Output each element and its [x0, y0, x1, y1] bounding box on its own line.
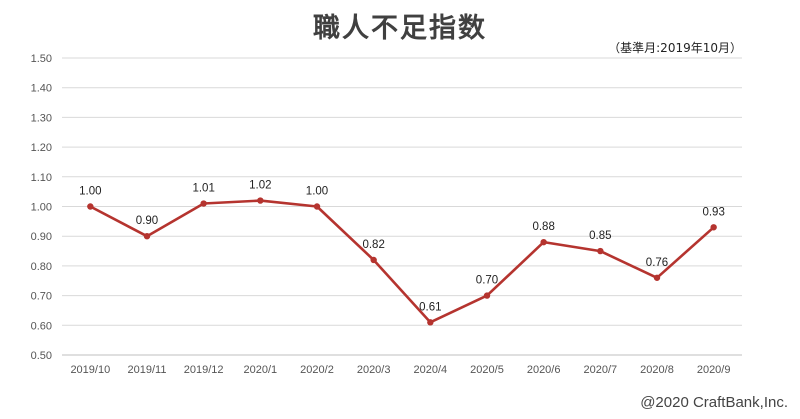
y-tick-label: 0.50 — [31, 350, 52, 362]
data-point — [597, 247, 604, 255]
x-tick-label: 2020/4 — [414, 364, 448, 376]
y-tick-label: 1.30 — [31, 112, 52, 124]
data-point — [143, 233, 151, 240]
data-points — [87, 197, 717, 326]
x-tick-label: 2020/7 — [584, 364, 618, 376]
x-tick-label: 2019/12 — [184, 364, 224, 376]
data-point — [87, 203, 94, 210]
y-tick-label: 1.10 — [31, 172, 52, 184]
data-point — [257, 197, 264, 204]
data-label: 0.82 — [362, 239, 384, 251]
x-tick-label: 2019/10 — [70, 364, 110, 376]
y-axis: 0.50 0.60 0.70 0.80 0.90 1.00 1.10 1.20 1.30 1.40… — [31, 53, 52, 362]
chart-title: 職人不足指数 — [313, 13, 487, 44]
data-label: 0.85 — [589, 230, 611, 242]
y-tick-label: 1.00 — [31, 202, 52, 214]
data-point — [427, 319, 434, 326]
x-tick-label: 2020/2 — [300, 364, 334, 376]
data-point — [483, 292, 491, 299]
x-tick-label: 2020/5 — [470, 364, 504, 376]
data-label: 0.90 — [136, 215, 158, 227]
y-tick-label: 0.70 — [31, 291, 52, 303]
data-label: 1.00 — [79, 186, 101, 198]
y-tick-label: 1.50 — [31, 53, 52, 65]
data-point — [200, 200, 207, 207]
x-tick-label: 2020/9 — [697, 364, 731, 376]
copyright-text: @2020 CraftBank,Inc. — [640, 394, 788, 411]
data-label: 1.00 — [306, 186, 328, 198]
y-tick-label: 1.40 — [31, 83, 52, 95]
data-label: 0.88 — [532, 221, 554, 233]
data-point — [313, 203, 321, 210]
data-label: 0.61 — [419, 301, 441, 313]
data-label: 0.76 — [646, 257, 668, 269]
data-point — [540, 238, 547, 246]
x-tick-label: 2020/6 — [527, 364, 561, 376]
y-tick-label: 0.60 — [31, 320, 52, 332]
y-tick-label: 1.20 — [31, 142, 52, 154]
x-tick-label: 2020/1 — [244, 364, 278, 376]
x-tick-label: 2020/3 — [357, 364, 391, 376]
x-axis: 2019/10 2019/11 2019/12 2020/1 2020/2 2020/3 2… — [70, 364, 730, 376]
x-tick-label: 2019/11 — [128, 364, 167, 376]
x-tick-label: 2020/8 — [640, 364, 674, 376]
series-polyline — [89, 199, 715, 324]
series-line — [89, 199, 715, 324]
data-label: 1.01 — [192, 183, 214, 195]
chart-subtitle: （基準月:2019年10月） — [608, 41, 742, 55]
y-tick-label: 0.80 — [31, 261, 52, 273]
data-label: 0.93 — [702, 206, 724, 218]
data-label: 0.70 — [476, 275, 498, 287]
gridlines — [62, 57, 742, 356]
data-point — [370, 256, 377, 264]
data-point — [710, 224, 717, 231]
data-point — [653, 274, 661, 281]
data-labels: 1.00 0.90 1.01 1.02 1.00 0.82 0.61 0.70 0.88 0.85… — [79, 180, 725, 314]
data-label: 1.02 — [249, 180, 271, 192]
y-tick-label: 0.90 — [31, 231, 52, 243]
